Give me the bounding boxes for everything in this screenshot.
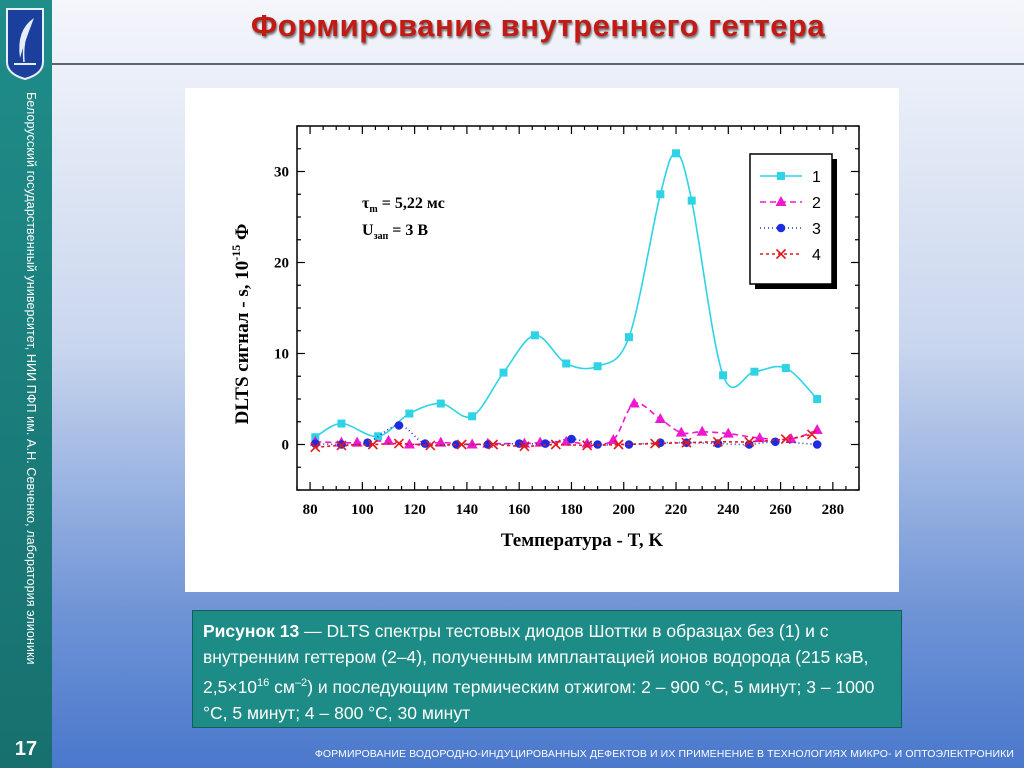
y-tick-label: 0 [282,438,290,454]
series-3-point [713,439,723,448]
series-2-point [754,432,766,443]
legend-label-1: 1 [812,169,821,186]
y-axis-label: DLTS сигнал - s, 10-15 Ф [229,224,253,425]
series-3-point [812,440,822,449]
legend-label-4: 4 [812,247,821,264]
series-4-point [519,441,530,452]
y-tick-label: 30 [274,165,289,181]
sidebar-organization-text: Белорусский государственный университет,… [24,92,38,665]
legend-marker-4 [775,248,787,260]
series-3-point [771,437,780,447]
series-1-point [719,371,728,380]
dlts-chart: 80 100 120 140 160 180 200 220 240 260 2800102030 … [229,125,860,551]
title-divider [52,63,1024,65]
series-4-point [425,440,436,451]
series-4-point [582,440,593,451]
caption-ten: 10 [237,676,258,697]
legend-marker-2 [775,196,787,206]
footer-text: ФОРМИРОВАНИЕ ВОДОРОДНО-ИНДУЦИРОВАННЫХ ДЕ… [314,748,1014,760]
legend-label-3: 3 [812,221,821,238]
series-1-point [562,359,571,368]
caption-unit: см [269,676,295,697]
x-tick-label: 200 [612,502,635,518]
series-2-point [403,438,415,449]
series-2-point [675,426,687,437]
series-1-point [672,149,681,158]
series-1-point [436,399,445,408]
legend-marker-3 [776,223,786,233]
series-1-point [405,409,414,418]
series-1-point [781,364,790,373]
annotation-bias: Uзап = 3 В [362,222,428,242]
caption-text-part2: ) и последующим термическим отжигом: 2 –… [203,676,875,723]
series-4-point [744,436,755,447]
x-tick-label: 180 [560,502,583,518]
series-2-point [466,438,478,449]
caption-label: Рисунок 13 [203,621,300,641]
caption-dash: — [299,621,327,641]
series-4-point [310,442,321,453]
series-4-point [367,439,378,450]
x-tick-label: 140 [456,502,479,518]
x-tick-label: 280 [822,502,845,518]
series-1-point [468,412,477,421]
chart-panel: 80 100 120 140 160 180 200 220 240 260 280 0 10 20 30 … [185,88,899,592]
series-4-point [681,437,692,448]
legend-label-2: 2 [812,195,821,212]
series-4-point [336,440,347,451]
sidebar: Белорусский государственный университет,… [0,0,52,768]
series-1-point [499,368,508,377]
series-4-point [650,438,661,449]
series-2-point [382,434,394,445]
series-4-point [456,439,467,450]
legend-marker-1 [777,172,785,180]
series-4-point [393,438,405,449]
x-tick-label: 80 [303,502,318,518]
series-1-point [750,367,759,376]
series-4-point [712,436,723,447]
x-tick-label: 160 [508,502,531,518]
annotation-tau: τm = 5,22 мс [362,195,445,215]
university-logo-icon [6,8,44,81]
series-1-point [656,190,665,199]
series-2-point [435,436,447,447]
series-1-point [530,331,539,340]
page-title: Формирование внутреннего геттера [250,8,826,43]
x-tick-label: 100 [351,502,374,518]
caption-exponent-2: –2 [294,677,308,689]
series-2-point [696,425,708,436]
x-axis-label: Температура - T, K [501,530,664,551]
series-4-point [806,429,818,440]
series-2-point [560,435,572,446]
caption-exponent-1: 16 [257,677,270,689]
series-1-point [593,362,602,371]
series-1-point [624,333,633,342]
y-tick-label: 10 [274,347,289,363]
series-4-point [487,439,499,450]
series-1-point [687,196,696,205]
series-4-point [550,439,561,450]
series-3-point [394,421,404,430]
caption-times-sign: × [227,676,238,697]
x-tick-label: 240 [717,502,740,518]
series-2-point [722,427,734,438]
series-2-point [628,397,640,408]
x-tick-label: 120 [403,502,426,518]
series-4-point [780,433,791,445]
series-2-point [654,413,666,424]
series-3-point [541,439,550,448]
figure-caption: Рисунок 13 — DLTS спектры тестовых диодо… [192,610,902,728]
series-1-point [337,419,346,428]
series-4-point [613,439,624,450]
series-3-point [567,434,576,444]
caption-text-part1: DLTS спектры тестовых диодов Шоттки в об… [203,621,869,697]
slide-number: 17 [14,738,38,760]
x-tick-label: 220 [665,502,688,518]
y-tick-label: 20 [274,256,289,272]
x-tick-label: 260 [769,502,792,518]
series-1-point [813,395,822,403]
